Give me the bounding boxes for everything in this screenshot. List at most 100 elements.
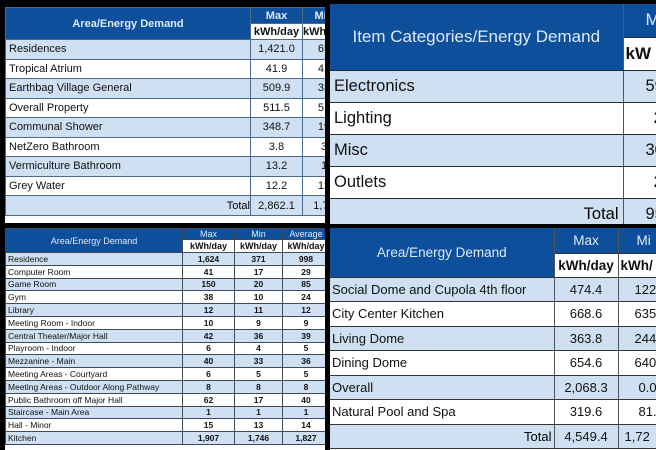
table: Item Categories/Energy Demand M kW Elect… bbox=[330, 4, 656, 224]
row-label: Earthbag Village General bbox=[5, 78, 251, 99]
energy-table-areas-1: Area/Energy Demand Max Min kWh/day kWh/d… bbox=[5, 7, 325, 223]
cell-average: 1,827 bbox=[282, 431, 325, 445]
total-min: 1,75 bbox=[302, 195, 325, 216]
cell-max: 15 bbox=[182, 418, 235, 433]
cell-max: 42 bbox=[182, 328, 235, 343]
cell-average: 998 bbox=[282, 252, 325, 266]
table-row: Mezzanine - Main 40 33 36 bbox=[5, 354, 325, 369]
table-row: Meeting Room - Indoor 10 9 9 bbox=[5, 315, 325, 330]
total-label: Total bbox=[330, 198, 624, 224]
unit-max: kWh/day bbox=[250, 23, 303, 40]
cell-max: 1 bbox=[182, 405, 235, 420]
cell-min: 65 bbox=[302, 39, 325, 60]
row-label: Playroom - Indoor bbox=[5, 341, 183, 356]
table-row: Central Theater/Major Hall 42 36 39 bbox=[5, 328, 325, 343]
row-label: Residences bbox=[5, 39, 251, 60]
cell-min: 17 bbox=[234, 392, 283, 407]
cell-max: 1,907 bbox=[182, 431, 235, 445]
header-max: Max bbox=[250, 7, 303, 24]
table-row: Computer Room 41 17 29 bbox=[5, 264, 325, 279]
header-average: Average bbox=[282, 228, 325, 240]
row-label: Meeting Areas - Courtyard bbox=[5, 367, 183, 381]
cell-min: 5 bbox=[234, 367, 283, 381]
cell-average: 39 bbox=[282, 328, 325, 343]
total-min: 1,72 bbox=[618, 424, 656, 449]
total-row: Total 4,549.4 1,72 bbox=[330, 424, 656, 449]
table: Area/Energy Demand Max Mi kWh/day kWh/ S… bbox=[330, 228, 656, 449]
cell-average: 36 bbox=[282, 354, 325, 369]
unit-max: kWh/day bbox=[182, 239, 235, 253]
total-label: Total bbox=[5, 195, 251, 216]
row-label: City Center Kitchen bbox=[330, 301, 555, 327]
cell-max: 1,421.0 bbox=[250, 39, 303, 60]
row-label: Public Bathroom off Major Hall bbox=[5, 392, 183, 407]
cell-average: 40 bbox=[282, 392, 325, 407]
row-label: Library bbox=[5, 303, 183, 317]
table-row: Staircase - Main Area 1 1 1 bbox=[5, 405, 325, 420]
table-row: Social Dome and Cupola 4th floor 474.4 122 bbox=[330, 277, 656, 302]
cell-min: 635 bbox=[618, 301, 656, 327]
cell-max: 41 bbox=[182, 264, 235, 279]
cell-average: 24 bbox=[282, 290, 325, 305]
row-label: Vermiculture Bathroom bbox=[5, 156, 251, 177]
table-row: Hall - Minor 15 13 14 bbox=[5, 418, 325, 433]
cell-min: 1 bbox=[234, 405, 283, 420]
table-row: Residence 1,624 371 998 bbox=[5, 252, 325, 266]
cell-min: 81. bbox=[618, 399, 656, 425]
table-row: Outlets2 bbox=[330, 166, 656, 199]
unit-min: kWh/day bbox=[302, 23, 325, 40]
cell-min: 10 bbox=[234, 290, 283, 305]
header-min: Min bbox=[302, 7, 325, 24]
cell-min: 9 bbox=[234, 315, 283, 330]
cell-max: 2 bbox=[623, 166, 656, 199]
table-row: City Center Kitchen 668.6 635 bbox=[330, 301, 656, 327]
energy-table-areas-3: Area/Energy Demand Max Mi kWh/day kWh/ S… bbox=[330, 228, 656, 450]
row-label: Electronics bbox=[330, 70, 624, 103]
table-row: Kitchen 1,907 1,746 1,827 bbox=[5, 431, 325, 445]
cell-max: 40 bbox=[182, 354, 235, 369]
cell-max: 12 bbox=[182, 303, 235, 317]
unit-max: kWh/day bbox=[554, 253, 619, 278]
row-label: Dining Dome bbox=[330, 350, 555, 376]
cell-max: 6 bbox=[182, 367, 235, 381]
total-row: Total95 bbox=[330, 198, 656, 224]
cell-max: 2,068.3 bbox=[554, 375, 619, 400]
unit-min: kWh/day bbox=[234, 239, 283, 253]
header-min: Mi bbox=[618, 228, 656, 254]
cell-max: 41.9 bbox=[250, 58, 303, 79]
row-label: Living Dome bbox=[330, 326, 555, 351]
cell-min: 51 bbox=[302, 97, 325, 118]
total-max: 4,549.4 bbox=[554, 424, 619, 449]
cell-max: 38 bbox=[182, 290, 235, 305]
row-label: Computer Room bbox=[5, 264, 183, 279]
header-min: Min bbox=[234, 228, 283, 240]
energy-table-areas-2: Area/Energy Demand Max Min Average kWh/d… bbox=[5, 228, 325, 450]
header-max: Max bbox=[182, 228, 235, 240]
cell-min: 122 bbox=[618, 277, 656, 302]
cell-max: 2 bbox=[623, 102, 656, 135]
cell-min: 20 bbox=[234, 277, 283, 292]
row-label: Overall Property bbox=[5, 97, 251, 118]
row-label: Game Room bbox=[5, 277, 183, 292]
cell-average: 85 bbox=[282, 277, 325, 292]
row-label: Grey Water bbox=[5, 175, 251, 196]
cell-average: 29 bbox=[282, 264, 325, 279]
cell-min: 33 bbox=[302, 78, 325, 99]
table-row: Living Dome 363.8 244 bbox=[330, 326, 656, 351]
cell-max: 10 bbox=[182, 315, 235, 330]
table-row: Game Room 150 20 85 bbox=[5, 277, 325, 292]
cell-average: 14 bbox=[282, 418, 325, 433]
cell-max: 3.8 bbox=[250, 136, 303, 157]
table-row: Meeting Areas - Outdoor Along Pathway 8 8 8 bbox=[5, 379, 325, 394]
cell-average: 5 bbox=[282, 367, 325, 381]
table-row: Lighting2 bbox=[330, 102, 656, 135]
row-label: Communal Shower bbox=[5, 117, 251, 138]
cell-max: 363.8 bbox=[554, 326, 619, 351]
table-row: Library 12 11 12 bbox=[5, 303, 325, 317]
cell-average: 8 bbox=[282, 379, 325, 394]
table-row: Meeting Areas - Courtyard 6 5 5 bbox=[5, 367, 325, 381]
